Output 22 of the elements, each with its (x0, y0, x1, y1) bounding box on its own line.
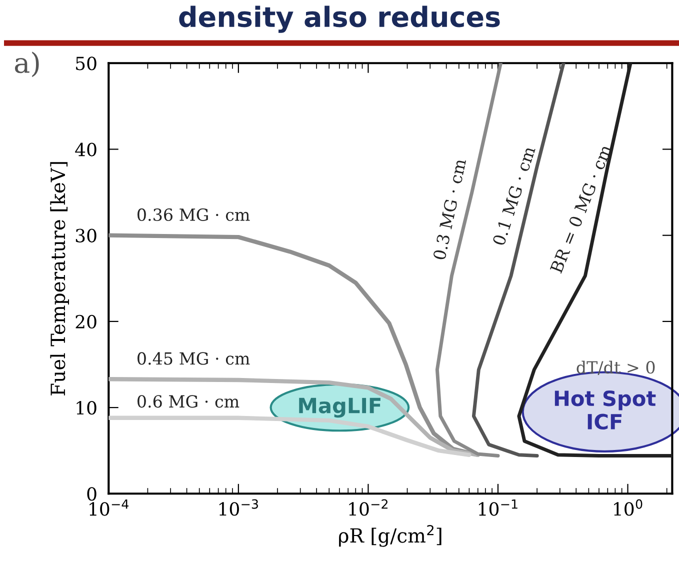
text: 0.1 MG · cm (492, 145, 536, 246)
x-tick-label: 10$^{−1}$ (478, 499, 518, 516)
y-tick-label: 20 (76, 314, 96, 329)
x-tick-label: 10$^{−2}$ (349, 499, 388, 516)
y-axis-title: Fuel Temperature [keV] (50, 162, 69, 396)
y-tick-label: 0 (87, 487, 96, 501)
x-tick-label: 10$^{−3}$ (219, 499, 258, 516)
x-tick-label: 10$^{0}$ (614, 499, 642, 516)
y-tick-label: 30 (76, 228, 96, 242)
series-label: 0.36 MG · cm (138, 208, 250, 221)
annotation: dT/dt > 0 (576, 360, 655, 375)
text: a) (14, 52, 39, 78)
chart-title: density also reduces (179, 6, 500, 33)
text: 0.3 MG · cm (432, 158, 466, 260)
series-label: 0.6 MG · cm (138, 395, 240, 408)
series-label: 0.45 MG · cm (138, 352, 250, 365)
y-tick-label: 10 (76, 401, 96, 415)
y-tick-label: 50 (76, 56, 96, 70)
annotation: MagLIF (299, 398, 380, 418)
y-tick-label: 40 (75, 142, 96, 156)
annotation: Hot Spot ICF (554, 390, 656, 430)
x-axis-title: ρR [g/cm$^{2}$] (339, 525, 442, 547)
